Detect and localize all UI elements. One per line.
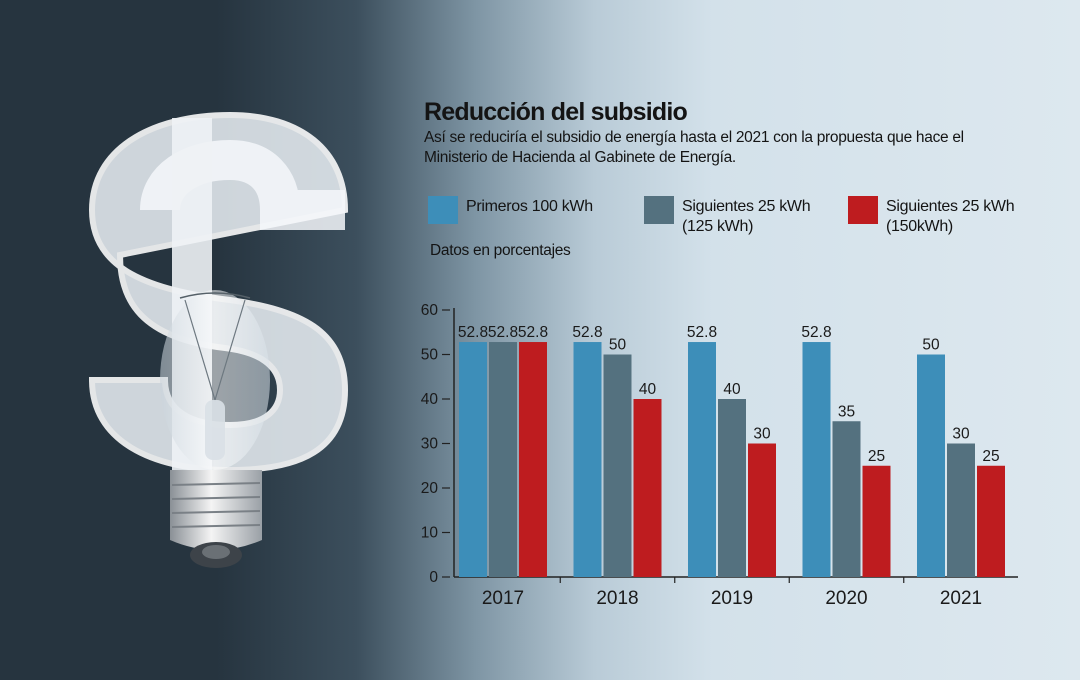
x-tick-label: 2021 bbox=[940, 588, 982, 609]
bar bbox=[633, 399, 662, 577]
bar-data-label: 52.8 bbox=[801, 324, 831, 341]
y-tick-label: 20 bbox=[421, 480, 439, 497]
y-tick-label: 10 bbox=[421, 525, 439, 542]
bar bbox=[802, 342, 831, 577]
y-tick-label: 50 bbox=[421, 347, 439, 364]
bar-data-label: 50 bbox=[609, 337, 627, 354]
x-tick-label: 2019 bbox=[711, 588, 753, 609]
bar-data-label: 52.8 bbox=[458, 324, 488, 341]
bar-data-label: 25 bbox=[868, 448, 885, 465]
x-tick-label: 2018 bbox=[596, 588, 638, 609]
bar-data-label: 52.8 bbox=[687, 324, 717, 341]
bar-data-label: 30 bbox=[952, 426, 970, 443]
bar-data-label: 40 bbox=[639, 381, 657, 398]
legend-swatch-primeros bbox=[428, 196, 458, 224]
bar-data-label: 50 bbox=[922, 337, 940, 354]
legend-item-primeros: Primeros 100 kWh bbox=[428, 196, 628, 224]
bar bbox=[459, 342, 487, 577]
legend-item-siguientes-150: Siguientes 25 kWh (150kWh) bbox=[848, 196, 1026, 237]
bar bbox=[947, 443, 975, 577]
bar bbox=[519, 342, 547, 577]
y-tick-label: 60 bbox=[421, 302, 439, 319]
legend-item-siguientes-125: Siguientes 25 kWh (125 kWh) bbox=[644, 196, 822, 237]
bar bbox=[748, 443, 776, 577]
bar bbox=[977, 465, 1005, 577]
y-tick-label: 40 bbox=[421, 391, 439, 408]
bar bbox=[688, 342, 716, 577]
bar bbox=[573, 342, 602, 577]
bar bbox=[862, 465, 891, 577]
bar-data-label: 52.8 bbox=[572, 324, 602, 341]
chart-title: Reducción del subsidio bbox=[424, 98, 688, 126]
y-tick-label: 30 bbox=[421, 436, 439, 453]
bar-data-label: 40 bbox=[723, 381, 741, 398]
bar bbox=[917, 354, 945, 577]
x-tick-label: 2020 bbox=[825, 588, 867, 609]
bar-data-label: 30 bbox=[753, 426, 771, 443]
bar bbox=[718, 399, 746, 577]
bar-data-label: 52.8 bbox=[488, 324, 518, 341]
legend-swatch-siguientes-150 bbox=[848, 196, 878, 224]
dollar-lightbulb-icon bbox=[88, 111, 349, 568]
chart-subtitle: Así se reduciría el subsidio de energía … bbox=[424, 129, 964, 166]
x-tick-label: 2017 bbox=[482, 588, 524, 609]
bar-data-label: 25 bbox=[982, 448, 999, 465]
legend-label-primeros: Primeros 100 kWh bbox=[466, 198, 593, 215]
bar bbox=[832, 421, 861, 577]
legend-swatch-siguientes-125 bbox=[644, 196, 674, 224]
bar bbox=[489, 342, 517, 577]
bar bbox=[603, 354, 632, 577]
bar-data-label: 52.8 bbox=[518, 324, 548, 341]
unit-note: Datos en porcentajes bbox=[430, 242, 571, 259]
legend-label-siguientes-150: Siguientes 25 kWh (150kWh) bbox=[886, 198, 1015, 235]
legend-label-siguientes-125: Siguientes 25 kWh (125 kWh) bbox=[682, 198, 811, 235]
bar-data-label: 35 bbox=[838, 403, 855, 420]
y-tick-label: 0 bbox=[429, 569, 438, 586]
